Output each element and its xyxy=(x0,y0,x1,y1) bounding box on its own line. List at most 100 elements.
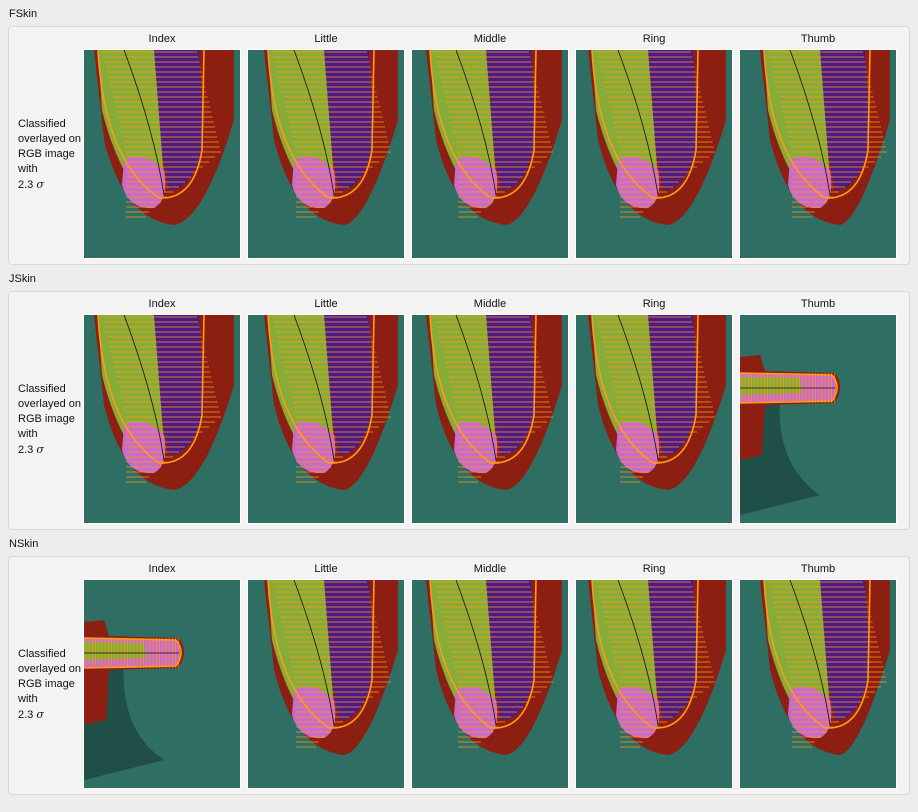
sigma-symbol: σ xyxy=(36,178,44,191)
sigma-number: 2.3 xyxy=(18,709,34,721)
finger-outline xyxy=(763,580,871,729)
cell-title: Little xyxy=(314,563,338,575)
finger-outline xyxy=(591,50,699,199)
center-line xyxy=(617,315,659,461)
finger-outline xyxy=(763,50,871,199)
center-line xyxy=(617,580,659,726)
purple-region xyxy=(638,50,698,190)
sigma-value: 2.3 σ xyxy=(18,177,88,193)
finger-overlay xyxy=(264,580,398,755)
classified-image xyxy=(575,579,733,789)
finger-overlay xyxy=(426,50,562,225)
finger-outline xyxy=(267,580,375,729)
purple-region xyxy=(476,315,536,455)
sigma-value: 2.3 σ xyxy=(18,442,88,458)
overlay-svg xyxy=(576,50,732,258)
overlay-svg xyxy=(248,50,404,258)
classified-image xyxy=(575,49,733,259)
purple-region xyxy=(476,50,536,190)
classified-image xyxy=(411,49,569,259)
overlay-svg xyxy=(412,50,568,258)
row-label-line: overlayed on xyxy=(18,133,81,145)
overlay-svg xyxy=(248,315,404,523)
row-label-line: overlayed on xyxy=(18,398,81,410)
center-line xyxy=(617,50,659,196)
overlay-svg xyxy=(740,580,896,788)
finger-outline xyxy=(97,315,205,464)
section-panel: Classified overlayed on RGB image with 2.3 σ… xyxy=(8,291,910,530)
finger-outline xyxy=(84,637,182,669)
cell-title: Index xyxy=(148,563,176,575)
section-title: FSkin xyxy=(9,8,38,20)
cell-title: Little xyxy=(314,33,338,45)
purple-region xyxy=(638,580,698,720)
classified-image xyxy=(247,579,405,789)
classified-image xyxy=(739,579,897,789)
finger-overlay xyxy=(84,620,184,780)
purple-region xyxy=(314,580,374,720)
finger-outline xyxy=(429,580,537,729)
finger-overlay xyxy=(588,580,726,755)
sigma-symbol: σ xyxy=(36,443,44,456)
finger-overlay xyxy=(264,50,398,225)
overlay-svg xyxy=(84,315,240,523)
classified-image xyxy=(411,314,569,524)
finger-overlay xyxy=(426,580,562,755)
row-label-line: RGB image xyxy=(18,678,75,690)
purple-region xyxy=(810,580,870,720)
center-line xyxy=(789,50,831,196)
center-line xyxy=(123,315,165,461)
finger-overlay xyxy=(94,50,234,225)
center-line xyxy=(789,580,831,726)
purple-region xyxy=(144,315,204,455)
purple-region xyxy=(638,315,698,455)
finger-overlay xyxy=(426,315,562,490)
section-title: NSkin xyxy=(9,538,39,550)
row-label-line: Classified xyxy=(18,118,66,130)
cell-title: Ring xyxy=(642,563,666,575)
row-label: Classified overlayed on RGB image with 2.3 σ xyxy=(18,382,88,458)
finger-overlay xyxy=(94,315,234,490)
sigma-number: 2.3 xyxy=(18,179,34,191)
center-line xyxy=(455,50,497,196)
row-label-line: Classified xyxy=(18,383,66,395)
finger-overlay xyxy=(588,50,726,225)
cell-title: Middle xyxy=(473,563,507,575)
finger-outline xyxy=(591,580,699,729)
finger-overlay xyxy=(760,580,890,755)
purple-region xyxy=(810,50,870,190)
center-line xyxy=(293,580,335,726)
purple-region xyxy=(476,580,536,720)
row-label-line: overlayed on xyxy=(18,663,81,675)
purple-region xyxy=(144,50,204,190)
center-line xyxy=(455,315,497,461)
finger-outline xyxy=(740,372,838,404)
cell-title: Ring xyxy=(642,33,666,45)
sigma-number: 2.3 xyxy=(18,444,34,456)
cell-title: Index xyxy=(148,33,176,45)
finger-outline xyxy=(429,50,537,199)
row-label: Classified overlayed on RGB image with 2.3 σ xyxy=(18,117,88,193)
center-line xyxy=(293,315,335,461)
overlay-svg xyxy=(576,580,732,788)
finger-outline xyxy=(267,50,375,199)
classified-image xyxy=(83,49,241,259)
cell-title: Thumb xyxy=(800,298,836,310)
row-label-line: Classified xyxy=(18,648,66,660)
cell-title: Middle xyxy=(473,33,507,45)
finger-overlay xyxy=(760,50,890,225)
overlay-svg xyxy=(84,580,240,788)
cell-title: Thumb xyxy=(800,33,836,45)
center-line xyxy=(293,50,335,196)
cell-title: Thumb xyxy=(800,563,836,575)
classified-image xyxy=(83,314,241,524)
row-label-line: with xyxy=(18,428,38,440)
classified-image xyxy=(739,314,897,524)
purple-region xyxy=(314,50,374,190)
row-label: Classified overlayed on RGB image with 2.3 σ xyxy=(18,647,88,723)
cell-title: Middle xyxy=(473,298,507,310)
row-label-line: RGB image xyxy=(18,413,75,425)
section-title: JSkin xyxy=(9,273,36,285)
sigma-symbol: σ xyxy=(36,708,44,721)
row-label-line: with xyxy=(18,163,38,175)
